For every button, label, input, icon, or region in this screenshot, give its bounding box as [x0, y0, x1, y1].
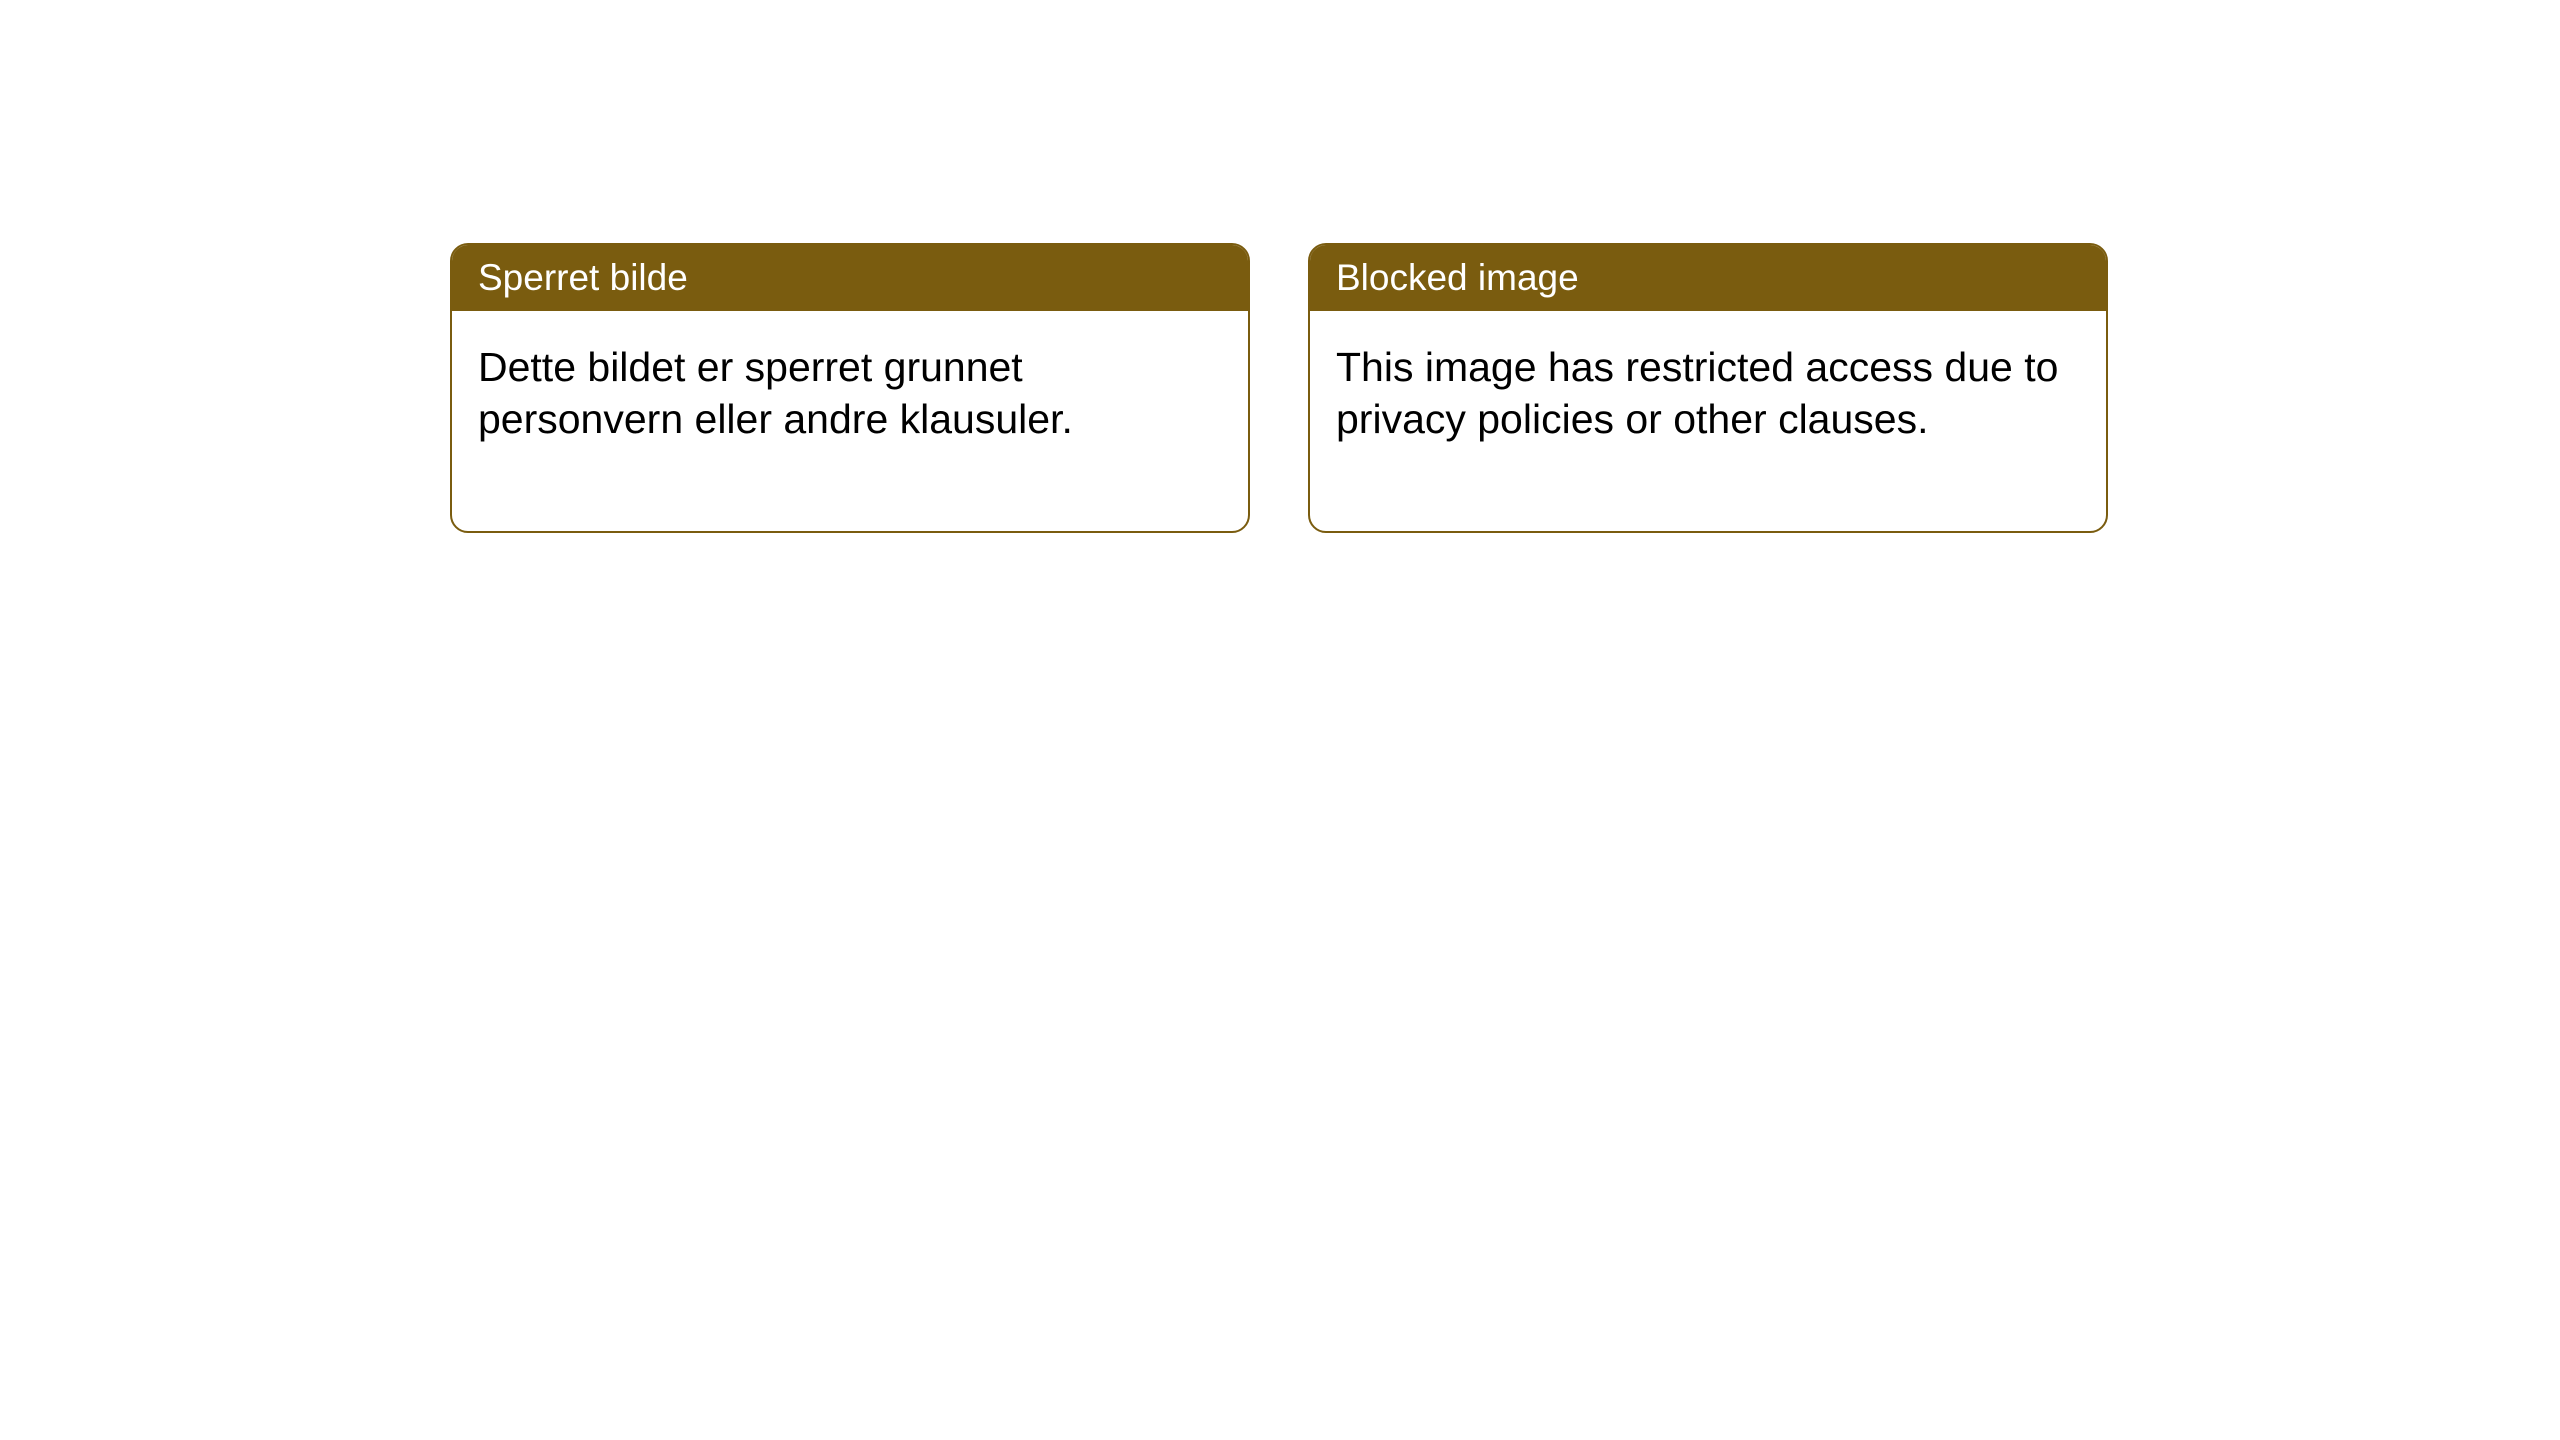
notice-title: Sperret bilde [478, 257, 688, 298]
notice-title: Blocked image [1336, 257, 1579, 298]
notice-message: Dette bildet er sperret grunnet personve… [478, 344, 1073, 442]
notice-message: This image has restricted access due to … [1336, 344, 2058, 442]
notice-header: Sperret bilde [452, 245, 1248, 311]
notice-box-norwegian: Sperret bilde Dette bildet er sperret gr… [450, 243, 1250, 533]
notice-container: Sperret bilde Dette bildet er sperret gr… [450, 243, 2108, 533]
notice-body: This image has restricted access due to … [1310, 311, 2106, 531]
notice-header: Blocked image [1310, 245, 2106, 311]
notice-box-english: Blocked image This image has restricted … [1308, 243, 2108, 533]
notice-body: Dette bildet er sperret grunnet personve… [452, 311, 1248, 531]
